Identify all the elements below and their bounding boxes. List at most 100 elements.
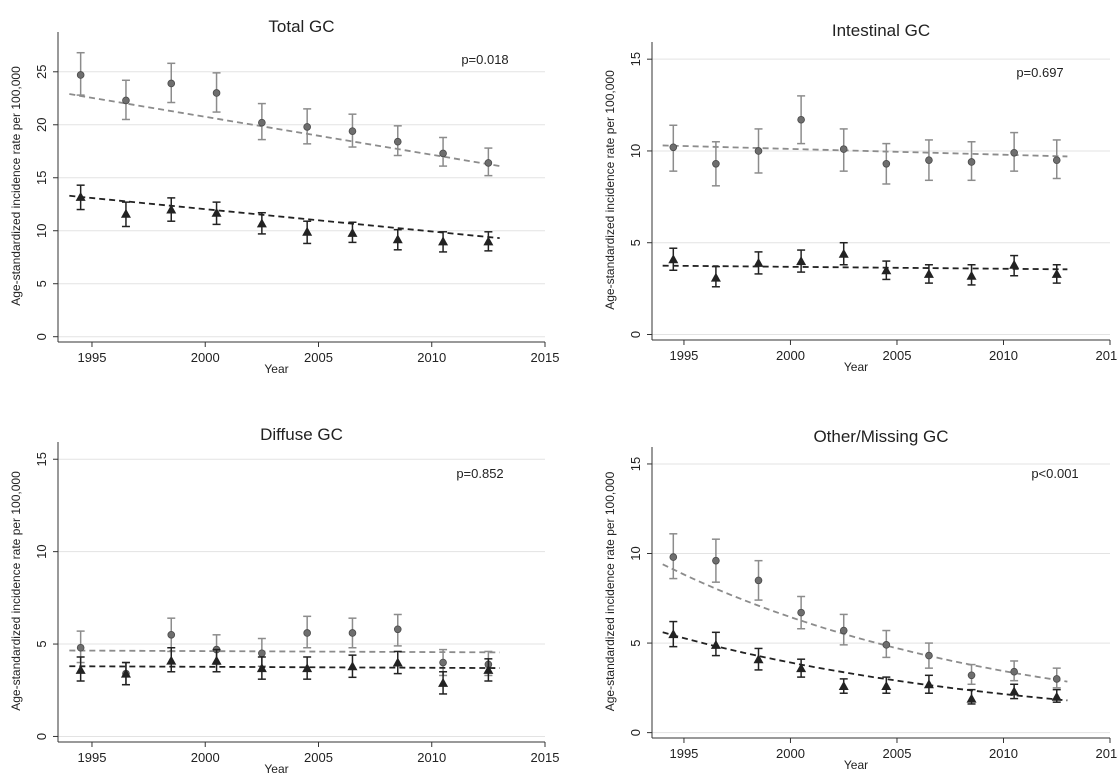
data-point: [881, 681, 892, 691]
data-point: [967, 671, 976, 680]
data-point: [966, 693, 977, 703]
data-point: [211, 207, 222, 217]
data-point: [710, 639, 721, 649]
data-point: [122, 96, 130, 105]
chart-title: Intestinal GC: [832, 21, 930, 40]
data-point: [347, 661, 358, 671]
data-point: [303, 123, 311, 131]
y-tick-label: 5: [628, 639, 643, 646]
panel-3: Diffuse GC 0 5 10 15 1995 2000 2005 2010 2015 Year…: [9, 425, 559, 776]
p-value-annotation: p=0.852: [456, 466, 503, 481]
data-point: [484, 159, 493, 167]
data-point: [754, 147, 763, 155]
y-axis-label: Age-standardized incidence rate per 100,…: [9, 66, 23, 306]
data-point: [923, 679, 934, 689]
data-point: [710, 272, 721, 282]
x-tick-label: 2015: [1096, 746, 1118, 761]
y-tick-label: 5: [34, 280, 49, 287]
x-tick-label: 2005: [883, 746, 912, 761]
data-point: [838, 248, 849, 258]
data-point: [392, 234, 403, 244]
x-tick-label: 2010: [989, 348, 1018, 363]
y-tick-label: 0: [34, 333, 49, 340]
x-tick-label: 2010: [989, 746, 1018, 761]
x-tick-label: 1995: [669, 746, 698, 761]
x-tick-label: 1995: [78, 750, 107, 765]
y-tick-label: 10: [34, 544, 49, 558]
data-point: [75, 191, 86, 201]
series-2: [69, 184, 500, 253]
y-tick-label: 15: [34, 171, 49, 185]
x-axis-label: Year: [844, 360, 868, 374]
y-tick-label: 15: [628, 52, 643, 66]
data-point: [1009, 686, 1020, 696]
data-point: [302, 226, 313, 236]
x-tick-label: 1995: [669, 348, 698, 363]
x-tick-label: 2000: [776, 746, 805, 761]
y-tick-label: 10: [628, 546, 643, 560]
data-point: [753, 654, 764, 664]
data-point: [882, 641, 891, 649]
y-tick-label: 0: [628, 331, 643, 338]
data-point: [925, 156, 933, 164]
data-point: [1009, 259, 1020, 269]
data-point: [256, 218, 267, 228]
data-point: [483, 664, 494, 674]
data-point: [348, 629, 357, 637]
data-point: [211, 655, 222, 665]
data-point: [882, 159, 891, 168]
data-point: [712, 159, 720, 168]
data-point: [393, 137, 402, 146]
p-value-annotation: p=0.018: [461, 52, 508, 67]
y-tick-label: 0: [628, 729, 643, 736]
trend-line: [662, 264, 1068, 271]
data-point: [256, 663, 267, 673]
y-tick-label: 0: [34, 733, 49, 740]
data-point: [439, 658, 447, 667]
series-1: [69, 613, 500, 686]
data-point: [393, 625, 402, 634]
x-axis-label: Year: [264, 762, 288, 776]
data-point: [838, 681, 849, 691]
data-point: [258, 118, 266, 127]
x-tick-label: 2000: [776, 348, 805, 363]
data-point: [166, 204, 177, 214]
data-point: [796, 256, 807, 266]
data-point: [166, 655, 177, 665]
series-2: [662, 241, 1068, 288]
data-point: [258, 649, 266, 658]
trend-line: [662, 563, 1068, 683]
y-tick-label: 10: [34, 224, 49, 238]
data-point: [167, 631, 176, 639]
series-1: [69, 51, 500, 177]
chart-title: Total GC: [268, 17, 334, 36]
x-axis-label: Year: [844, 758, 868, 772]
series-2: [69, 646, 500, 695]
p-value-annotation: p=0.697: [1016, 65, 1063, 80]
chart-title: Diffuse GC: [260, 425, 343, 444]
data-point: [967, 158, 976, 166]
y-tick-label: 15: [34, 452, 49, 466]
data-point: [669, 143, 678, 152]
trend-line: [662, 144, 1068, 158]
x-tick-label: 2005: [304, 750, 333, 765]
data-point: [881, 265, 892, 275]
data-point: [120, 668, 131, 678]
data-point: [438, 236, 449, 246]
y-tick-label: 15: [628, 457, 643, 471]
data-point: [923, 268, 934, 278]
data-point: [438, 677, 449, 687]
x-tick-label: 2000: [191, 750, 220, 765]
trend-line: [69, 665, 500, 669]
p-value-annotation: p<0.001: [1031, 466, 1078, 481]
y-tick-label: 5: [628, 239, 643, 246]
data-point: [120, 208, 131, 218]
x-axis-label: Year: [264, 362, 288, 376]
data-point: [439, 149, 447, 158]
data-point: [797, 115, 805, 124]
y-axis-label: Age-standardized incidence rate per 100,…: [9, 471, 23, 711]
series-1: [662, 533, 1068, 689]
panel-1: Total GC 0 5 10 15 20 25 1995 2000 2005 2010 2015 Ye…: [9, 17, 559, 376]
data-point: [75, 664, 86, 674]
